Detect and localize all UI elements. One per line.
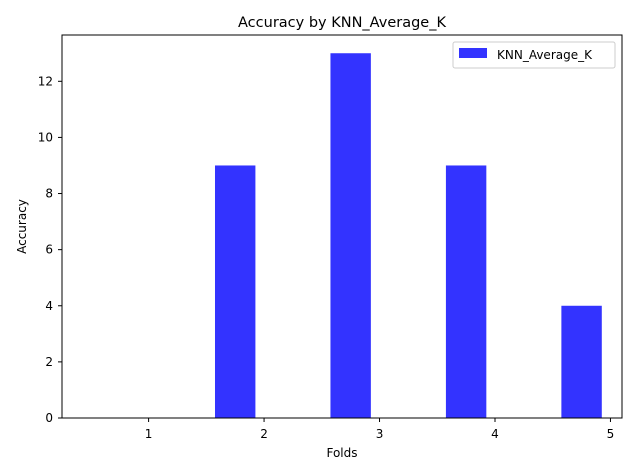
bar-fold-4 [561, 305, 602, 418]
x-tick-label: 2 [260, 427, 268, 441]
y-axis-label: Accuracy [15, 199, 29, 254]
y-tick-label: 6 [45, 243, 53, 257]
legend-entry-knn-average-k: KNN_Average_K [497, 48, 593, 62]
plot-frame [61, 34, 623, 419]
bar-fold-3 [445, 165, 487, 418]
legend: KNN_Average_K [452, 41, 616, 69]
y-tick-label: 2 [45, 355, 53, 369]
legend-swatch [459, 48, 487, 58]
x-axis-label: Folds [326, 446, 357, 460]
y-tick-label: 4 [45, 299, 53, 313]
y-axis: 0 2 4 6 8 10 12 [38, 74, 62, 425]
bar-fold-1 [214, 165, 256, 418]
y-tick-label: 10 [38, 130, 53, 144]
y-tick-label: 0 [45, 411, 53, 425]
y-tick-label: 8 [45, 187, 53, 201]
x-tick-label: 5 [607, 427, 615, 441]
x-axis: 1 2 3 4 5 [145, 418, 614, 441]
y-tick-label: 12 [38, 74, 53, 88]
x-tick-label: 4 [491, 427, 499, 441]
legend-box [452, 41, 616, 69]
bar-fold-2 [330, 53, 371, 418]
x-tick-label: 3 [376, 427, 384, 441]
bars-layer [214, 53, 602, 418]
chart-title: Accuracy by KNN_Average_K [238, 15, 446, 31]
x-tick-label: 1 [145, 427, 153, 441]
